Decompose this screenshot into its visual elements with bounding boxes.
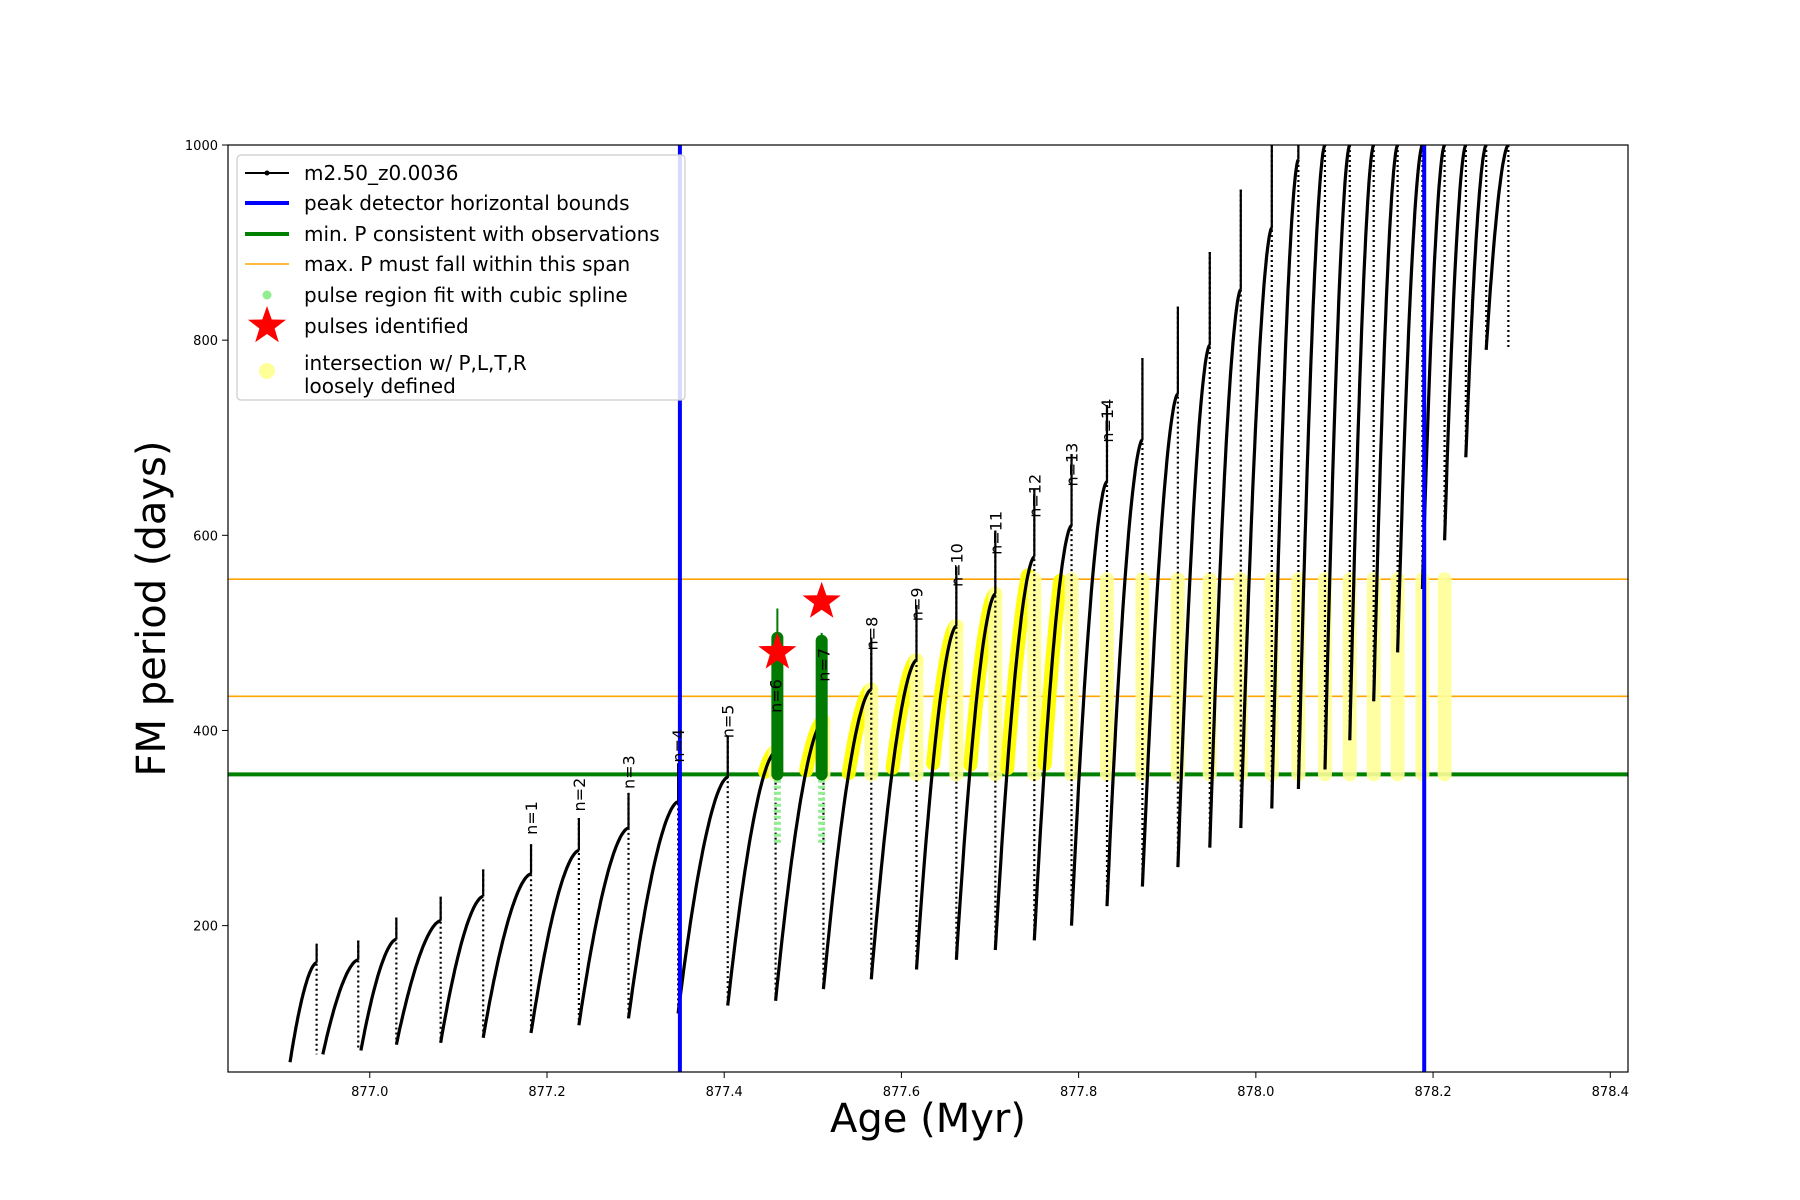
pulse-curve-33 <box>1464 145 1488 458</box>
pulse-curve-30 <box>1396 145 1424 653</box>
pulse-curve-6 <box>481 872 532 1039</box>
plot-frame <box>227 144 1629 1073</box>
pulse-label-n=8: n=8 <box>862 617 881 651</box>
pulse-curve-2 <box>321 958 359 1055</box>
pulse-label-n=1: n=1 <box>522 801 541 835</box>
pulse-curve-19 <box>1069 480 1109 926</box>
legend-item-6: pulses identified <box>248 306 469 343</box>
legend-item-5: pulse region fit with cubic spline <box>262 283 628 307</box>
pulse-label-n=2: n=2 <box>570 778 589 812</box>
pulse-curve-23 <box>1208 288 1243 848</box>
legend-label: pulses identified <box>304 314 469 338</box>
pulse-curve-9 <box>626 800 679 1019</box>
legend-dot-icon <box>262 290 272 300</box>
pulse-curve-11 <box>726 750 777 1006</box>
pulse-curve-14 <box>869 658 918 980</box>
x-axis-title: Age (Myr) <box>830 1096 1026 1142</box>
pulse-curve-20 <box>1105 438 1144 907</box>
y-tick-label: 600 <box>193 529 218 544</box>
x-tick-label: 877.4 <box>706 1085 743 1100</box>
pulse-label-n=12: n=12 <box>1025 474 1044 518</box>
pulse-curve-15 <box>914 624 958 970</box>
x-tick-label: 877.2 <box>528 1085 565 1100</box>
pulse-curve-34 <box>1484 145 1510 350</box>
legend-series-dot <box>264 170 270 176</box>
pulse-curve-29 <box>1372 145 1400 702</box>
pulse-curve-10 <box>676 775 729 1014</box>
y-tick-label: 800 <box>193 334 218 349</box>
legend-label: peak detector horizontal bounds <box>304 191 630 215</box>
pulse-label-n=7: n=7 <box>814 648 833 682</box>
pulse-curve-25 <box>1270 158 1300 809</box>
legend-label: intersection w/ P,L,T,R <box>304 351 527 375</box>
pulse-curve-12 <box>774 719 825 1001</box>
stars-layer <box>758 581 841 669</box>
intersection-layer <box>758 568 1452 782</box>
pulse-label-n=13: n=13 <box>1063 443 1082 487</box>
pulse-label-n=3: n=3 <box>620 755 639 789</box>
pulse-curve-32 <box>1443 145 1468 541</box>
pulse-curve-22 <box>1176 344 1212 868</box>
pulse-curve-7 <box>529 848 580 1034</box>
y-axis-title: FM period (days) <box>129 441 175 777</box>
pulse-label-n=9: n=9 <box>907 587 926 621</box>
pulse-curve-8 <box>577 826 629 1026</box>
legend-item-4: max. P must fall within this span <box>245 252 630 276</box>
pulse-label-n=4: n=4 <box>669 729 688 763</box>
pulse-curve-16 <box>954 592 997 960</box>
pulse-star-1 <box>758 632 797 669</box>
pulse-curve-27 <box>1323 145 1352 770</box>
pulse-label-n=6: n=6 <box>767 679 786 713</box>
x-tick-label: 877.8 <box>1060 1085 1097 1100</box>
pulse-curve-13 <box>821 688 873 990</box>
pulse-label-n=11: n=11 <box>986 511 1005 555</box>
pulse-curve-3 <box>359 937 397 1051</box>
pulse-curve-17 <box>993 555 1036 951</box>
y-tick-label: 200 <box>193 920 218 935</box>
pulse-curve-24 <box>1239 227 1274 829</box>
pulse-label-n=10: n=10 <box>947 543 966 587</box>
pulse-curve-1 <box>288 961 318 1063</box>
x-tick-label: 877.0 <box>351 1085 388 1100</box>
pulse-curve-28 <box>1348 145 1376 741</box>
pulse-labels-layer: n=1 n=2 n=3 n=4 n=5 n=6 n=7 n=8 n=9 n=10 n=11 n=12 n… <box>522 399 1117 835</box>
legend-label: min. P consistent with observations <box>304 222 660 246</box>
spline-layer <box>771 608 828 843</box>
x-tick-label: 877.6 <box>883 1085 920 1100</box>
pulse-curve-26 <box>1296 145 1327 790</box>
axes-layer: 877.0 877.2 877.4 877.6 877.8 878.0 878.2 878.4… <box>129 139 1629 1142</box>
legend-item-2: peak detector horizontal bounds <box>245 191 630 215</box>
legend-label: m2.50_z0.0036 <box>304 161 459 185</box>
legend-label: max. P must fall within this span <box>304 252 630 276</box>
x-tick-label: 878.4 <box>1592 1085 1629 1100</box>
legend-label-2: loosely defined <box>304 374 456 398</box>
legend-box <box>236 154 686 401</box>
x-tick-label: 878.0 <box>1237 1085 1274 1100</box>
legend-item-1: m2.50_z0.0036 <box>245 161 459 185</box>
pulse-curve-5 <box>439 894 484 1043</box>
series-layer <box>288 145 1510 1063</box>
pulse-star-2 <box>802 581 841 618</box>
legend-item-3: min. P consistent with observations <box>245 222 660 246</box>
legend-circle-icon <box>259 363 275 379</box>
pulse-curve-18 <box>1032 524 1073 941</box>
y-tick-label: 1000 <box>185 139 218 154</box>
y-tick-label: 400 <box>193 724 218 739</box>
legend-star-icon <box>248 306 286 343</box>
pulse-curve-21 <box>1140 392 1180 887</box>
x-tick-label: 878.2 <box>1414 1085 1451 1100</box>
legend-label: pulse region fit with cubic spline <box>304 283 628 307</box>
pulse-label-n=5: n=5 <box>719 705 738 739</box>
pulse-curve-4 <box>394 919 441 1046</box>
pulse-label-n=14: n=14 <box>1098 399 1117 443</box>
